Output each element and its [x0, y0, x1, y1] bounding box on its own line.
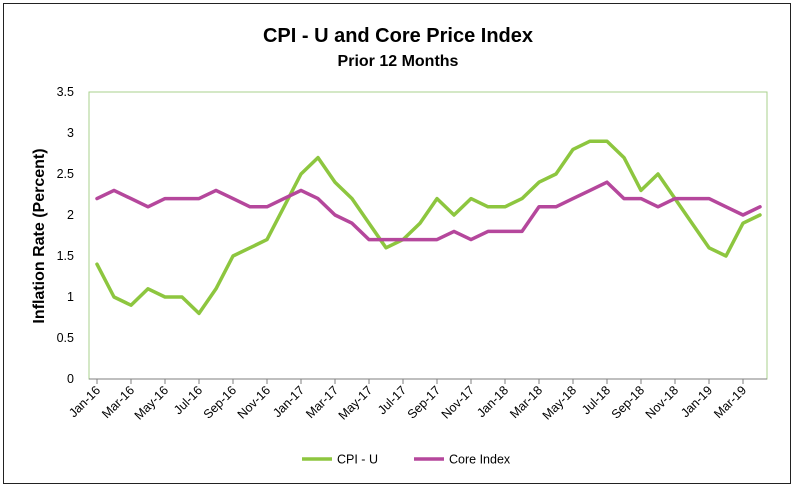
x-tick-label: Nov-18: [643, 383, 681, 421]
x-tick-label: Jan-16: [66, 383, 103, 420]
y-tick-label: 0.5: [57, 331, 74, 345]
x-tick-label: Mar-18: [507, 383, 545, 421]
y-tick-label: 1.5: [57, 249, 74, 263]
series-layer: [95, 139, 762, 316]
y-tick-label: 3: [67, 126, 74, 140]
series-line-cpi-u: [95, 139, 762, 316]
y-axis-label: Inflation Rate (Percent): [31, 148, 48, 323]
x-tick-label: Mar-17: [303, 383, 341, 421]
plot-area: [88, 91, 768, 380]
x-tick-label: Sep-18: [609, 383, 647, 421]
y-tick-label: 2.5: [57, 167, 74, 181]
x-tick-label: May-18: [540, 383, 579, 422]
x-tick-label: Jan-18: [474, 383, 511, 420]
y-tick-label: 1: [67, 290, 74, 304]
x-tick-label: Nov-17: [439, 383, 477, 421]
y-axis-ticks: 0 0.5 1 1.5 2 2.5 3 3.5: [57, 85, 74, 386]
chart-title: CPI - U and Core Price Index: [263, 25, 533, 47]
x-tick-label: Jan-17: [270, 383, 307, 420]
x-tick-label: Mar-19: [711, 383, 749, 421]
y-tick-label: 2: [67, 208, 74, 222]
y-tick-label: 3.5: [57, 85, 74, 99]
legend-label-cpi-u: CPI - U: [337, 453, 378, 467]
x-tick-label: Jan-19: [678, 383, 715, 420]
x-tick-label: Sep-17: [405, 383, 443, 421]
x-tick-label: Nov-16: [235, 383, 273, 421]
legend: CPI - U Core Index: [302, 453, 511, 467]
y-tick-label: 0: [67, 372, 74, 386]
series-line-core-index: [95, 180, 762, 242]
x-tick-label: May-17: [336, 383, 375, 422]
x-tick-label: Sep-16: [201, 383, 239, 421]
x-tick-label: Mar-16: [99, 383, 137, 421]
legend-label-core-index: Core Index: [449, 453, 511, 467]
x-tick-label: May-16: [132, 383, 171, 422]
chart-subtitle: Prior 12 Months: [338, 53, 459, 70]
